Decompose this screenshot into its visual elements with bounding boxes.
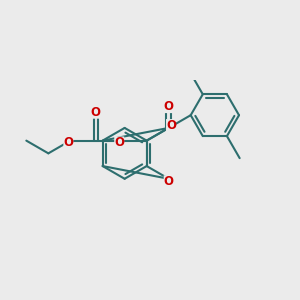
Text: O: O xyxy=(166,119,176,132)
Text: O: O xyxy=(91,106,101,119)
Text: O: O xyxy=(114,136,124,149)
Text: O: O xyxy=(164,100,174,113)
Text: O: O xyxy=(164,175,174,188)
Text: O: O xyxy=(63,136,74,149)
